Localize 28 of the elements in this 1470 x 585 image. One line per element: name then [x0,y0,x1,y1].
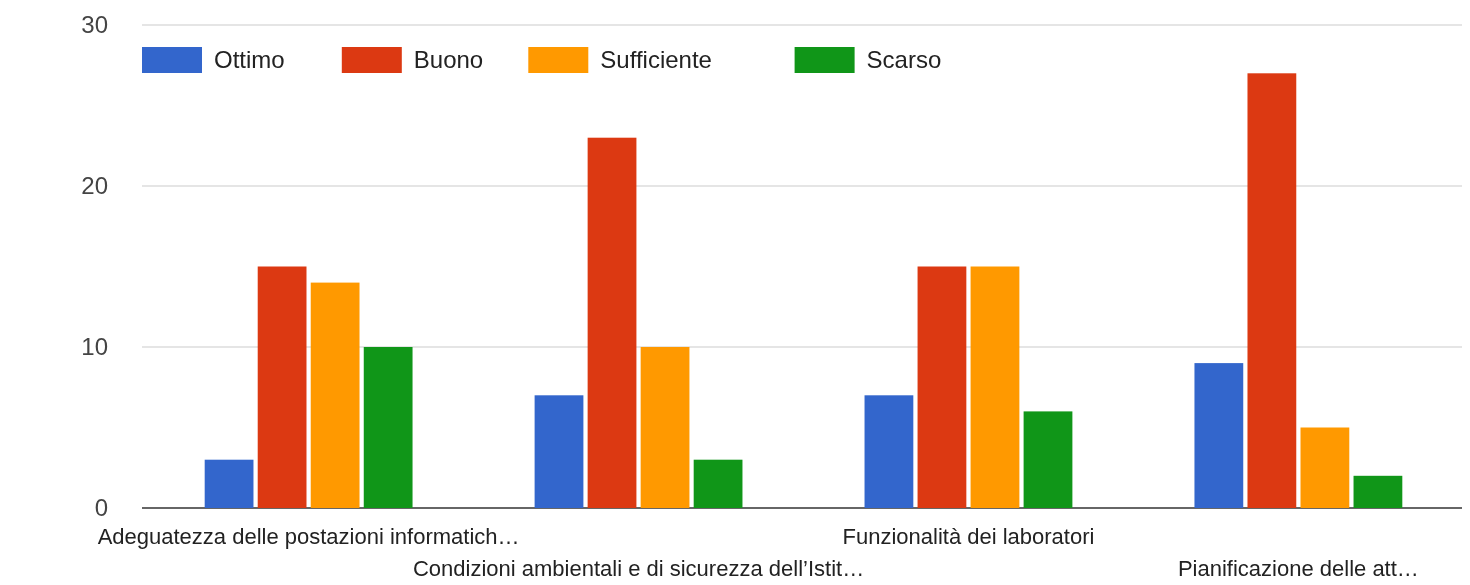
bar [640,347,690,508]
bar [534,395,584,508]
y-tick-label: 10 [81,333,108,361]
bar [1194,363,1244,508]
y-tick-label: 0 [94,494,108,522]
legend-label: Ottimo [214,46,285,74]
bar [257,266,307,508]
legend-label: Scarso [866,46,942,74]
bar [1247,73,1297,508]
bar [1353,475,1403,508]
x-tick-label: Condizioni ambientali e di sicurezza dell’Istit… [412,555,865,581]
bar [917,266,967,508]
legend-label: Buono [413,46,484,74]
x-tick-label: Pianificazione delle att… [1177,555,1419,581]
bar [587,137,637,508]
bar [970,266,1020,508]
bar [363,347,413,508]
bar [1300,427,1350,508]
x-tick-label: Adeguatezza delle postazioni informatich… [97,523,520,549]
bar [1023,411,1073,508]
bar [204,459,254,508]
legend-label: Sufficiente [600,46,712,74]
bar [864,395,914,508]
bar [310,282,360,508]
y-tick-label: 20 [81,172,108,200]
y-tick-label: 30 [81,11,108,39]
bar [693,459,743,508]
x-tick-label: Funzionalità dei laboratori [842,523,1095,549]
